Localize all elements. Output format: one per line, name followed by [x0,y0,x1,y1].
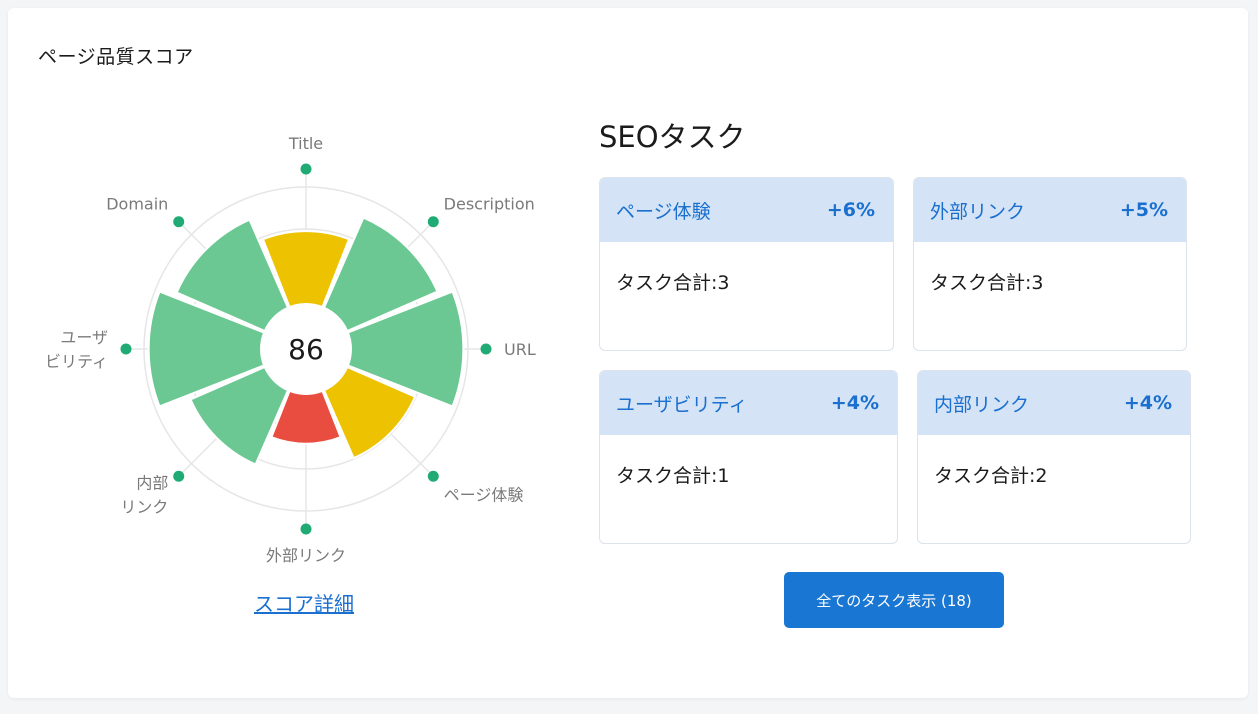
page-title: ページ品質スコア [38,46,194,68]
axis-marker [480,343,492,355]
show-all-tasks-button[interactable]: 全てのタスク表示 (18) [784,572,1004,628]
axis-label: ユーザ [60,328,108,347]
axis-marker [300,163,312,175]
axis-label: Title [288,134,323,153]
task-score-gain: +4% [830,392,879,414]
task-card-page-experience[interactable]: ページ体験 +6% タスク合計:3 [599,177,894,351]
axis-marker [300,523,312,535]
task-card-header: ユーザビリティ +4% [600,371,897,435]
axis-label: ページ体験 [444,486,524,505]
task-card-internal-links[interactable]: 内部リンク +4% タスク合計:2 [917,370,1191,544]
task-score-gain: +4% [1123,392,1172,414]
task-category-name: 内部リンク [934,393,1030,416]
axis-label: Description [444,194,535,213]
task-card-header: 内部リンク +4% [918,371,1190,435]
task-score-gain: +6% [826,199,875,221]
axis-label: 外部リンク [266,546,346,565]
score-detail-link[interactable]: スコア詳細 [254,592,354,616]
task-category-name: ユーザビリティ [616,393,748,416]
axis-label: ビリティ [45,352,108,371]
axis-marker [427,216,439,228]
task-total: タスク合計:1 [616,465,730,487]
task-total: タスク合計:3 [616,272,730,294]
task-card-header: ページ体験 +6% [600,178,893,242]
axis-label: URL [504,340,536,359]
axis-label: Domain [106,194,168,213]
task-category-name: ページ体験 [616,200,711,223]
radar-sector-4[interactable] [270,346,342,445]
radar-sector-1[interactable] [304,216,439,351]
axis-label: リンク [120,498,168,517]
task-score-gain: +5% [1119,199,1168,221]
axis-marker [120,343,132,355]
task-card-external-links[interactable]: 外部リンク +5% タスク合計:3 [913,177,1187,351]
page-quality-card: ページ品質スコア 86 Title Description URL ページ体験 外部リンク… [8,8,1248,698]
seo-tasks-title: SEOタスク [599,120,746,154]
task-category-name: 外部リンク [930,200,1026,223]
axis-marker [173,216,185,228]
radar-sector-6[interactable] [147,290,309,408]
radar-sector-0[interactable] [261,230,351,352]
total-score-value: 86 [288,333,324,366]
radar-sector-2[interactable] [303,290,465,408]
axis-label: 内部 [136,474,168,493]
task-card-header: 外部リンク +5% [914,178,1186,242]
task-card-usability[interactable]: ユーザビリティ +4% タスク合計:1 [599,370,898,544]
task-total: タスク合計:3 [930,272,1044,294]
axis-marker [427,470,439,482]
task-total: タスク合計:2 [934,465,1048,487]
score-center-circle [260,303,352,395]
axis-marker [173,470,185,482]
